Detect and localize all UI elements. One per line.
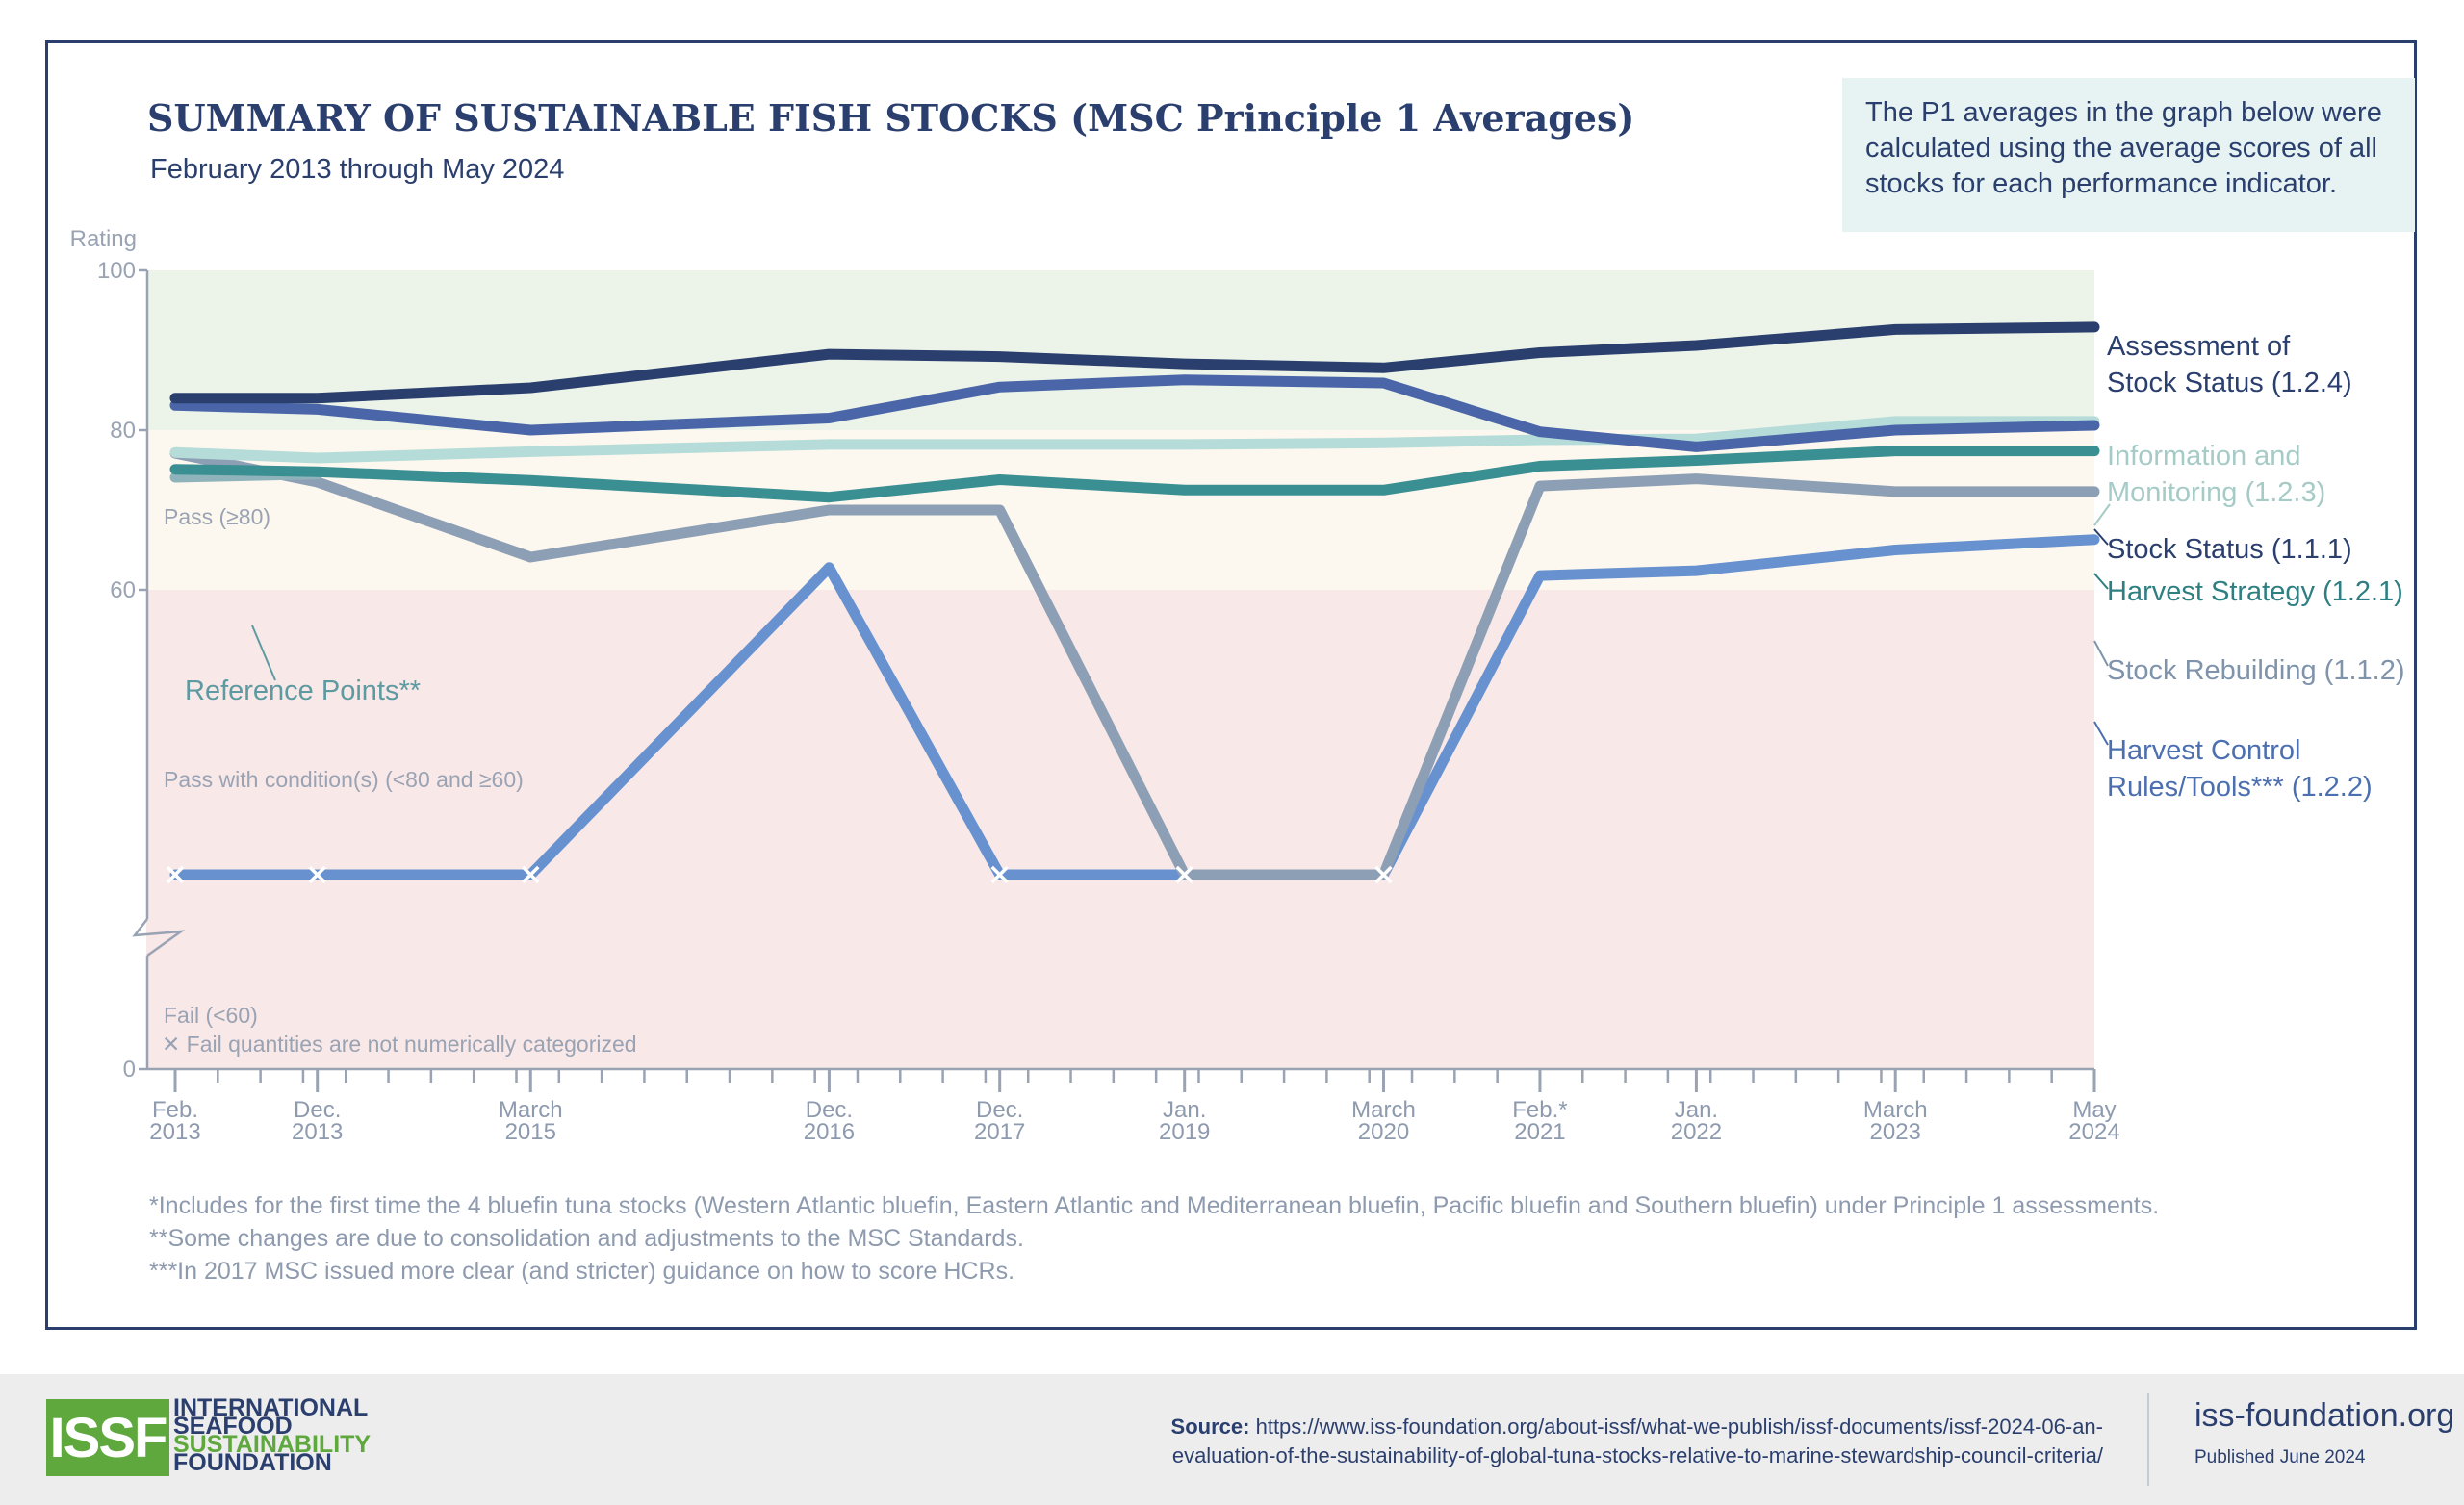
issf-logo-mark: ISSF [46,1399,169,1476]
series-line [169,321,2100,404]
y-axis-title: Rating [70,226,137,252]
source-label: Source: [1170,1415,1250,1439]
axis-break-mark [132,918,186,957]
zone-label: Pass (≥80) [164,504,270,529]
fail-marker [990,865,1009,884]
logo-line-international: INTERNATIONAL [173,1394,369,1421]
y-tick-label: 80 [110,418,136,444]
series-label: Information and Monitoring (1.2.3) [2107,441,2325,508]
x-tick-label: March 2023 [1863,1097,1928,1145]
footer-divider [2147,1393,2149,1486]
x-tick-label: May 2024 [2068,1097,2119,1145]
x-tick-label: Jan. 2022 [1671,1097,1722,1145]
footnote-bluefin: *Includes for the first time the 4 bluef… [149,1192,2160,1219]
fail-note: ✕ Fail quantities are not numerically ca… [162,1032,637,1057]
fail-marker-stroke [990,865,1009,884]
x-tick-label: Dec. 2017 [974,1097,1025,1145]
methodology-note: The P1 averages in the graph below were … [1842,78,2415,232]
footer: ISSF INTERNATIONAL SEAFOOD SUSTAINABILIT… [0,1374,2464,1505]
series-label-connector [2093,640,2109,667]
line-chart: Pass (≥80) Pass with condition(s) (<80 an… [70,226,2405,1145]
series-label: Assessment of Stock Status (1.2.4) [2107,331,2352,398]
logo-line-foundation: FOUNDATION [173,1449,332,1476]
series-label-connector [251,625,276,681]
issf-logo[interactable]: ISSF INTERNATIONAL SEAFOOD SUSTAINABILIT… [46,1394,372,1480]
published-date: Published June 2024 [2194,1447,2366,1467]
y-tick-label: 100 [97,258,136,284]
issf-logo-wordmark: INTERNATIONAL SEAFOOD SUSTAINABILITY FOU… [173,1394,372,1476]
x-tick-label: Jan. 2019 [1159,1097,1210,1145]
x-tick-label: Dec. 2016 [804,1097,855,1145]
fail-marker [166,865,185,884]
series-label: Harvest Control Rules/Tools*** (1.2.2) [2107,735,2373,803]
logo-line-sustainability: SUSTAINABILITY [173,1431,372,1458]
footnotes: *Includes for the first time the 4 bluef… [149,1189,2159,1288]
zone-band [146,270,2094,430]
fail-marker-stroke [308,865,326,884]
series-label-connector [2093,721,2109,746]
source-citation: Source: https://www.iss-foundation.org/a… [1171,1413,2103,1470]
series-label-connector [2093,528,2109,546]
series-line [169,374,2100,452]
chart-title: SUMMARY OF SUSTAINABLE FISH STOCKS (MSC … [147,96,1635,140]
fail-marker [1175,865,1194,884]
zone-label: Fail (<60) [164,1003,258,1028]
series-label: Stock Rebuilding (1.1.2) [2107,655,2405,686]
series-label-connector [2093,573,2109,590]
x-tick-label: March 2020 [1351,1097,1416,1145]
series-line [169,446,2100,503]
footnote-hcr-guidance: ***In 2017 MSC issued more clear (and st… [149,1258,1015,1285]
fail-marker-stroke [1175,865,1194,884]
y-tick-label: 0 [123,1057,136,1083]
fail-marker [308,865,326,884]
zone-band [146,590,2094,1069]
fail-marker-stroke [1374,865,1393,884]
fail-marker [522,865,540,884]
source-url-line1[interactable]: https://www.iss-foundation.org/about-iss… [1255,1415,2103,1439]
series-label-connector [2093,503,2111,526]
y-tick-label: 60 [110,577,136,603]
fail-marker-stroke [522,865,540,884]
x-tick-label: March 2015 [499,1097,563,1145]
x-tick-label: Dec. 2013 [292,1097,343,1145]
logo-line-seafood: SEAFOOD [173,1413,293,1440]
x-tick-label: Feb. 2013 [149,1097,200,1145]
zone-label: Pass with condition(s) (<80 and ≥60) [164,767,524,792]
fail-marker-stroke [166,865,185,884]
x-tick-label: Feb.* 2021 [1512,1097,1567,1145]
chart-subtitle: February 2013 through May 2024 [150,154,565,185]
series-line [169,416,2100,464]
fail-marker [1374,865,1393,884]
series-label: Stock Status (1.1.1) [2107,534,2352,565]
website-link[interactable]: iss-foundation.org [2194,1397,2455,1434]
source-url-line2[interactable]: evaluation-of-the-sustainability-of-glob… [1171,1443,2103,1467]
series-label: Reference Points** [185,676,421,706]
footnote-msc-standards: **Some changes are due to consolidation … [149,1225,1024,1252]
series-label: Harvest Strategy (1.2.1) [2107,576,2403,607]
